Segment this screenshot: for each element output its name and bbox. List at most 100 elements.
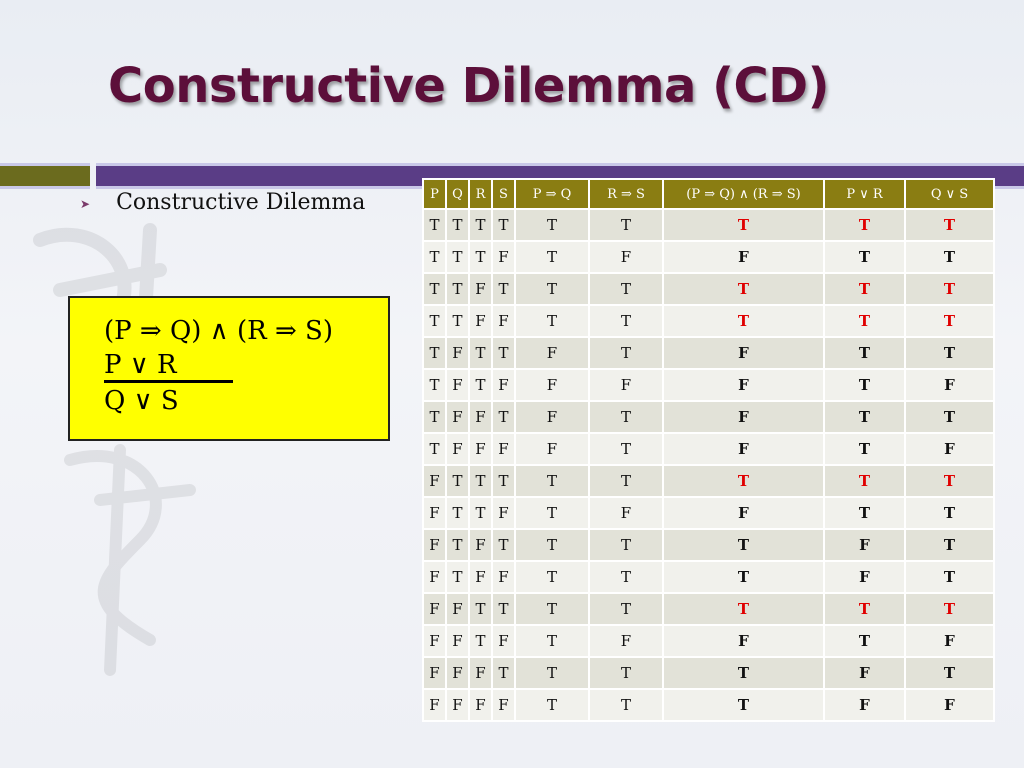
table-cell: T — [588, 304, 664, 338]
table-cell: F — [468, 656, 493, 690]
table-cell: T — [823, 304, 906, 338]
table-cell: F — [468, 304, 493, 338]
table-cell: T — [514, 496, 590, 530]
table-cell: T — [491, 464, 516, 498]
table-cell: F — [904, 368, 995, 402]
table-cell: T — [445, 208, 470, 242]
table-cell: F — [491, 432, 516, 466]
table-cell: T — [588, 560, 664, 594]
table-cell: T — [445, 528, 470, 562]
premise-1: (P ⇒ Q) ∧ (R ⇒ S) — [104, 316, 333, 346]
table-cell: T — [468, 624, 493, 658]
table-cell: F — [468, 528, 493, 562]
table-cell: F — [468, 688, 493, 722]
table-cell: T — [904, 208, 995, 242]
table-cell: T — [445, 496, 470, 530]
table-cell: T — [588, 464, 664, 498]
table-cell: T — [445, 464, 470, 498]
table-cell: F — [445, 624, 470, 658]
table-cell: T — [823, 432, 906, 466]
table-cell: T — [422, 240, 447, 274]
table-cell: T — [588, 400, 664, 434]
table-cell: T — [662, 464, 825, 498]
table-cell: F — [823, 528, 906, 562]
table-cell: F — [422, 496, 447, 530]
table-cell: T — [445, 304, 470, 338]
table-cell: T — [491, 528, 516, 562]
table-cell: T — [514, 592, 590, 626]
table-cell: T — [823, 272, 906, 306]
header-cell: (P ⇒ Q) ∧ (R ⇒ S) — [662, 178, 825, 210]
table-cell: F — [422, 528, 447, 562]
table-cell: T — [588, 336, 664, 370]
table-cell: T — [588, 656, 664, 690]
table-cell: F — [491, 240, 516, 274]
table-cell: T — [823, 368, 906, 402]
table-cell: F — [422, 624, 447, 658]
table-cell: T — [514, 464, 590, 498]
table-cell: F — [445, 368, 470, 402]
table-cell: F — [468, 272, 493, 306]
table-cell: T — [514, 240, 590, 274]
table-cell: T — [588, 208, 664, 242]
table-cell: F — [445, 656, 470, 690]
table-cell: T — [904, 240, 995, 274]
table-cell: T — [904, 656, 995, 690]
table-cell: T — [514, 208, 590, 242]
table-cell: F — [662, 240, 825, 274]
table-cell: T — [422, 368, 447, 402]
table-cell: F — [445, 400, 470, 434]
table-cell: F — [662, 432, 825, 466]
table-cell: T — [904, 336, 995, 370]
table-cell: T — [662, 208, 825, 242]
table-cell: T — [823, 208, 906, 242]
table-cell: F — [588, 624, 664, 658]
table-cell: T — [662, 304, 825, 338]
table-cell: T — [823, 240, 906, 274]
table-cell: F — [422, 464, 447, 498]
table-cell: T — [662, 592, 825, 626]
table-cell: F — [491, 368, 516, 402]
table-cell: T — [823, 496, 906, 530]
table-cell: T — [491, 336, 516, 370]
chevron-right-icon: ➤ — [80, 196, 91, 211]
table-cell: F — [491, 624, 516, 658]
table-cell: T — [904, 592, 995, 626]
table-cell: F — [514, 336, 590, 370]
table-cell: F — [514, 432, 590, 466]
bullet-text: Constructive Dilemma — [116, 190, 366, 215]
table-cell: T — [904, 304, 995, 338]
table-cell: T — [662, 688, 825, 722]
table-cell: T — [588, 272, 664, 306]
table-cell: T — [662, 528, 825, 562]
table-cell: T — [468, 464, 493, 498]
table-cell: T — [468, 368, 493, 402]
table-cell: F — [491, 560, 516, 594]
table-cell: F — [422, 656, 447, 690]
table-cell: T — [588, 432, 664, 466]
table-cell: T — [491, 656, 516, 690]
table-cell: T — [514, 688, 590, 722]
table-cell: T — [823, 464, 906, 498]
table-cell: T — [662, 656, 825, 690]
table-cell: T — [514, 656, 590, 690]
table-cell: T — [823, 624, 906, 658]
table-cell: T — [422, 432, 447, 466]
table-cell: T — [904, 272, 995, 306]
table-cell: F — [445, 432, 470, 466]
table-cell: T — [445, 560, 470, 594]
table-cell: T — [422, 400, 447, 434]
table-cell: F — [662, 624, 825, 658]
table-cell: T — [904, 496, 995, 530]
table-cell: F — [588, 368, 664, 402]
table-cell: T — [468, 496, 493, 530]
